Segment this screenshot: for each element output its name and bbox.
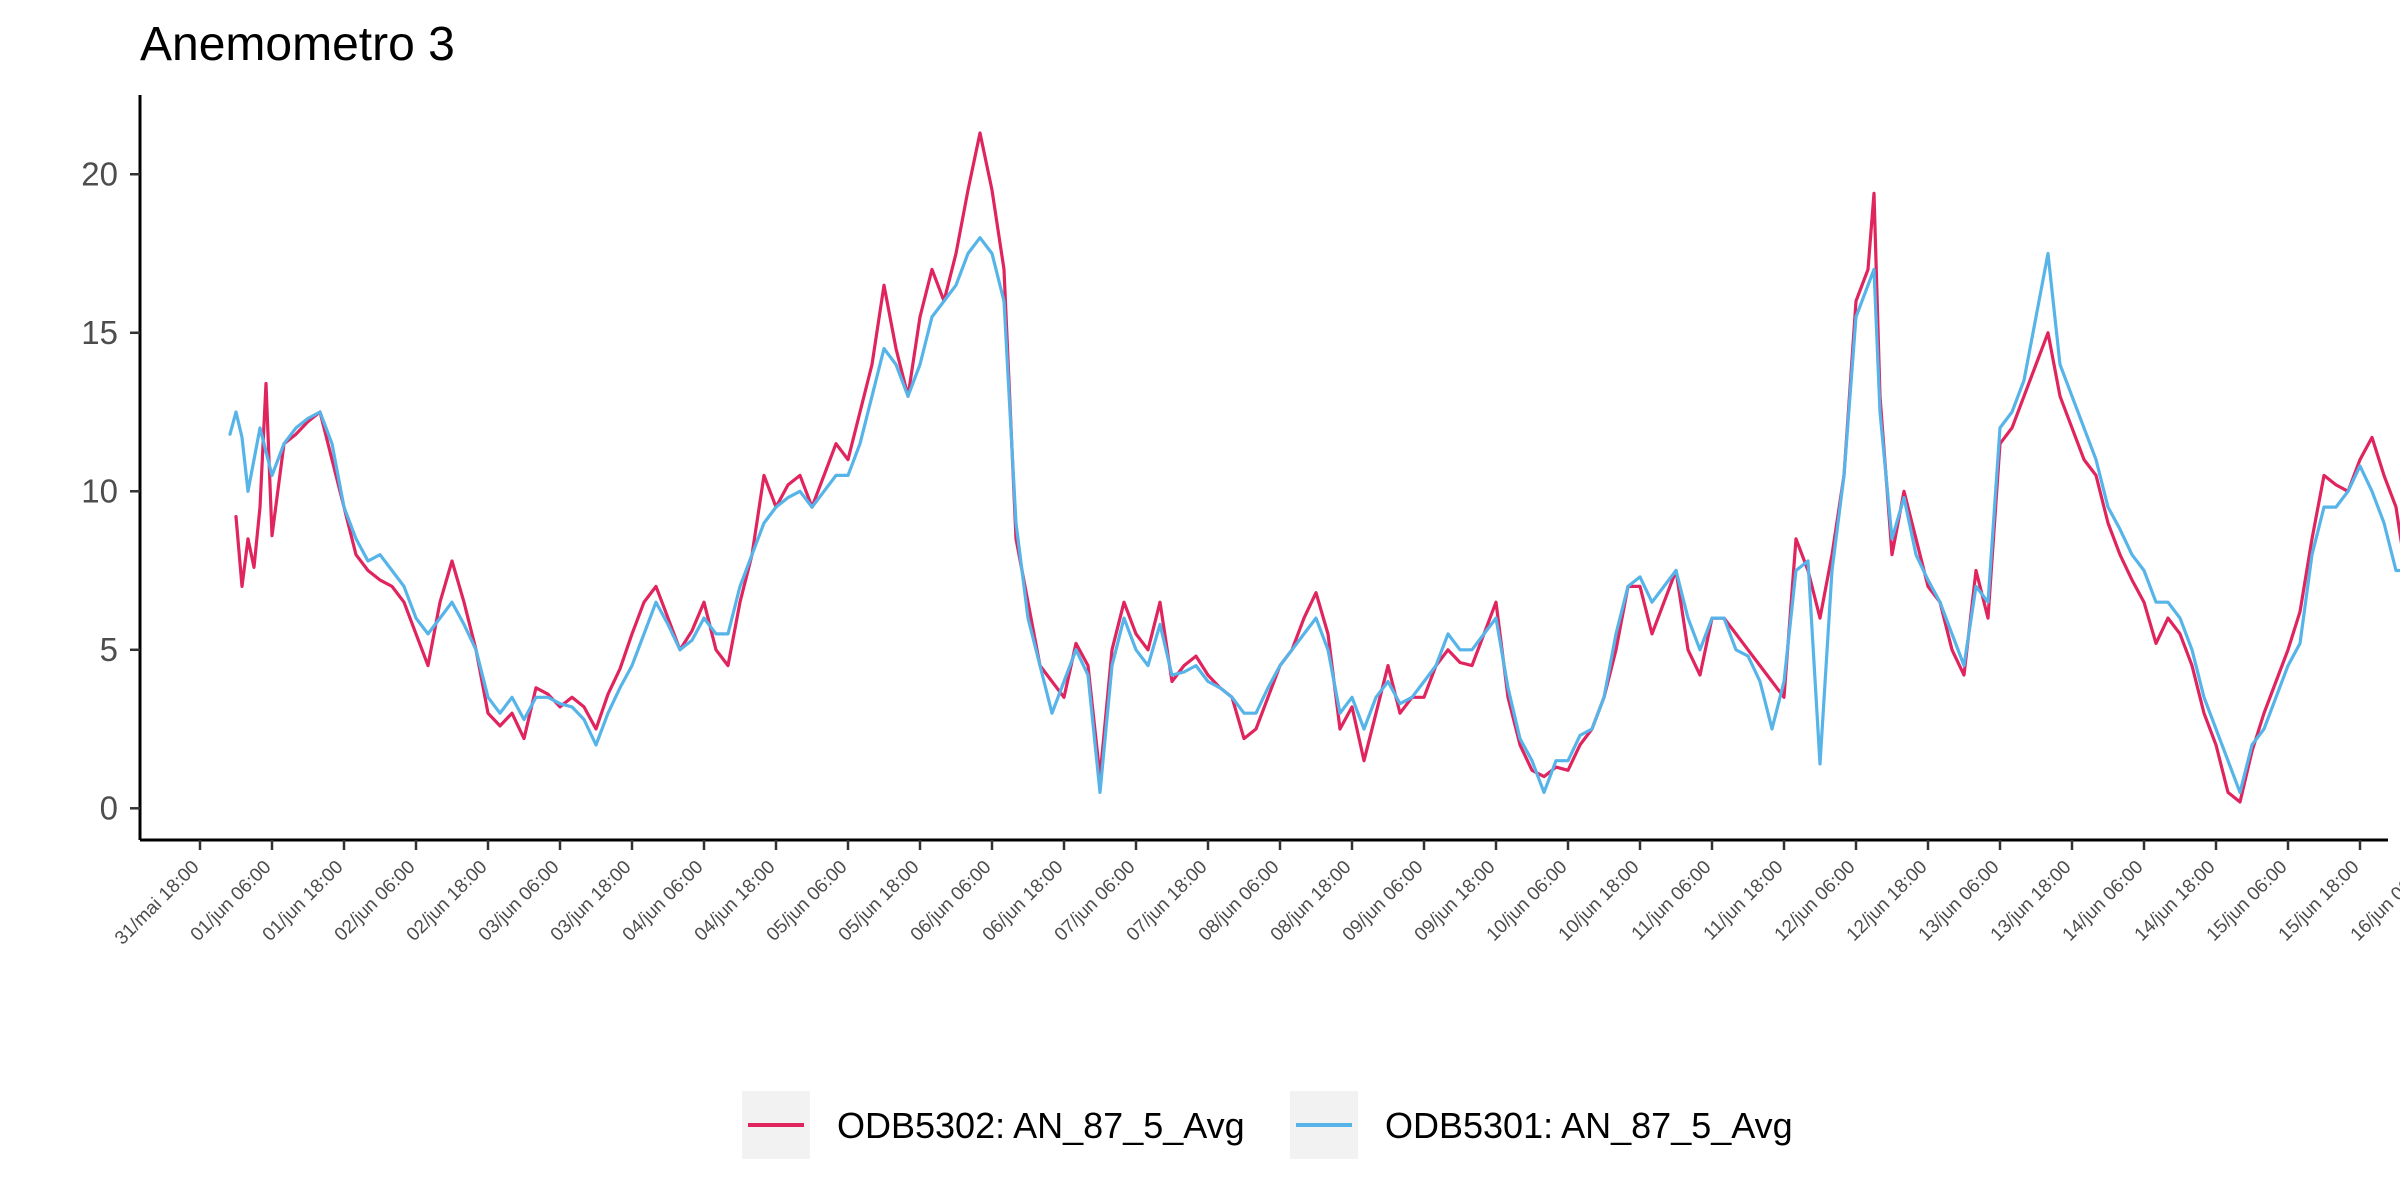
y-tick-label: 20 (81, 155, 118, 192)
series-line-1 (234, 131, 2400, 804)
plot-lines (228, 131, 2400, 804)
x-tick-label: 31/mai 18:00 (111, 857, 204, 950)
y-tick-label: 0 (100, 789, 118, 826)
series-line-2 (228, 236, 2400, 794)
legend: ODB5302: AN_87_5_Avg ODB5301: AN_87_5_Avg (742, 1091, 1793, 1159)
y-tick-label: 15 (81, 314, 118, 351)
legend-label-2: ODB5301: AN_87_5_Avg (1385, 1105, 1793, 1146)
y-tick-label: 5 (100, 631, 118, 668)
chart-title: Anemometro 3 (140, 18, 455, 71)
legend-label-1: ODB5302: AN_87_5_Avg (837, 1105, 1245, 1146)
y-tick-label: 10 (81, 472, 118, 509)
y-axis: 0 5 10 15 20 (81, 95, 142, 840)
